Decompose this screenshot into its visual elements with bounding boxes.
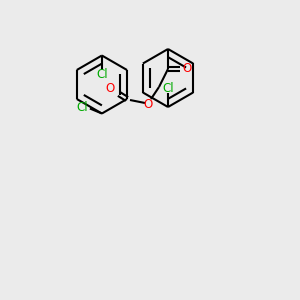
Text: Cl: Cl <box>162 82 174 94</box>
Text: Cl: Cl <box>76 101 88 114</box>
Text: O: O <box>182 62 192 76</box>
Text: O: O <box>105 82 115 95</box>
Text: Cl: Cl <box>96 68 108 81</box>
Text: O: O <box>143 98 153 112</box>
